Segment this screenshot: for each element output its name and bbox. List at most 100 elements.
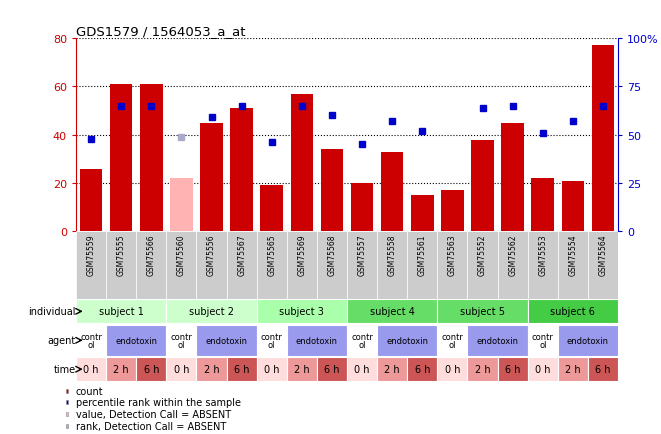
Bar: [438, 325, 467, 356]
Bar: [76, 325, 106, 356]
Text: GSM75557: GSM75557: [358, 234, 367, 275]
Text: GSM75566: GSM75566: [147, 234, 156, 275]
Text: subject 4: subject 4: [369, 307, 414, 316]
Text: 0 h: 0 h: [445, 365, 460, 374]
Bar: [588, 232, 618, 299]
Bar: [287, 325, 347, 356]
Text: 2 h: 2 h: [114, 365, 129, 374]
Bar: [381, 152, 403, 232]
Bar: [317, 357, 347, 381]
Bar: [467, 325, 527, 356]
Bar: [136, 232, 167, 299]
Bar: [76, 357, 106, 381]
Text: 6 h: 6 h: [324, 365, 340, 374]
Text: GDS1579 / 1564053_a_at: GDS1579 / 1564053_a_at: [76, 25, 245, 38]
Bar: [317, 232, 347, 299]
Text: endotoxin: endotoxin: [115, 336, 157, 345]
Bar: [196, 325, 256, 356]
Bar: [76, 299, 167, 324]
Bar: [501, 123, 524, 232]
Text: subject 3: subject 3: [280, 307, 325, 316]
Bar: [291, 95, 313, 232]
Bar: [321, 150, 343, 232]
Bar: [558, 325, 618, 356]
Text: GSM75569: GSM75569: [297, 234, 306, 275]
Bar: [65, 401, 68, 404]
Bar: [411, 196, 434, 232]
Text: GSM75555: GSM75555: [117, 234, 126, 275]
Bar: [110, 85, 132, 232]
Text: 6 h: 6 h: [595, 365, 611, 374]
Text: endotoxin: endotoxin: [296, 336, 338, 345]
Bar: [196, 357, 227, 381]
Text: 6 h: 6 h: [143, 365, 159, 374]
Bar: [65, 424, 68, 428]
Bar: [498, 357, 527, 381]
Bar: [588, 357, 618, 381]
Text: agent: agent: [48, 335, 76, 345]
Bar: [167, 357, 196, 381]
Bar: [287, 357, 317, 381]
Bar: [76, 232, 106, 299]
Text: value, Detection Call = ABSENT: value, Detection Call = ABSENT: [75, 409, 231, 419]
Bar: [167, 325, 196, 356]
Text: GSM75554: GSM75554: [568, 234, 577, 275]
Text: 6 h: 6 h: [414, 365, 430, 374]
Text: percentile rank within the sample: percentile rank within the sample: [75, 398, 241, 408]
Bar: [562, 181, 584, 232]
Bar: [170, 179, 193, 232]
Text: endotoxin: endotoxin: [477, 336, 519, 345]
Text: 0 h: 0 h: [83, 365, 99, 374]
Bar: [256, 325, 287, 356]
Bar: [531, 179, 554, 232]
Text: contr
ol: contr ol: [532, 332, 554, 349]
Text: 0 h: 0 h: [354, 365, 370, 374]
Bar: [467, 357, 498, 381]
Bar: [467, 232, 498, 299]
Bar: [407, 232, 438, 299]
Bar: [140, 85, 163, 232]
Text: GSM75552: GSM75552: [478, 234, 487, 275]
Text: contr
ol: contr ol: [80, 332, 102, 349]
Bar: [347, 299, 438, 324]
Text: 2 h: 2 h: [294, 365, 309, 374]
Text: 6 h: 6 h: [234, 365, 249, 374]
Bar: [196, 232, 227, 299]
Bar: [230, 109, 253, 232]
Bar: [80, 169, 102, 232]
Bar: [287, 232, 317, 299]
Text: 2 h: 2 h: [385, 365, 400, 374]
Bar: [256, 232, 287, 299]
Bar: [527, 299, 618, 324]
Bar: [438, 357, 467, 381]
Text: contr
ol: contr ol: [442, 332, 463, 349]
Bar: [347, 232, 377, 299]
Bar: [227, 232, 256, 299]
Bar: [498, 232, 527, 299]
Bar: [377, 357, 407, 381]
Text: 6 h: 6 h: [505, 365, 520, 374]
Text: GSM75564: GSM75564: [598, 234, 607, 275]
Text: 2 h: 2 h: [475, 365, 490, 374]
Bar: [592, 46, 614, 232]
Text: GSM75556: GSM75556: [207, 234, 216, 275]
Text: contr
ol: contr ol: [351, 332, 373, 349]
Bar: [558, 232, 588, 299]
Bar: [527, 357, 558, 381]
Text: GSM75567: GSM75567: [237, 234, 246, 275]
Bar: [351, 184, 373, 232]
Text: endotoxin: endotoxin: [567, 336, 609, 345]
Text: GSM75558: GSM75558: [388, 234, 397, 275]
Text: GSM75565: GSM75565: [267, 234, 276, 275]
Text: GSM75553: GSM75553: [538, 234, 547, 275]
Text: 0 h: 0 h: [174, 365, 189, 374]
Text: subject 5: subject 5: [460, 307, 505, 316]
Text: GSM75559: GSM75559: [87, 234, 96, 275]
Text: subject 1: subject 1: [98, 307, 143, 316]
Bar: [438, 232, 467, 299]
Bar: [65, 412, 68, 416]
Text: GSM75563: GSM75563: [448, 234, 457, 275]
Bar: [167, 299, 256, 324]
Text: rank, Detection Call = ABSENT: rank, Detection Call = ABSENT: [75, 421, 226, 431]
Bar: [167, 232, 196, 299]
